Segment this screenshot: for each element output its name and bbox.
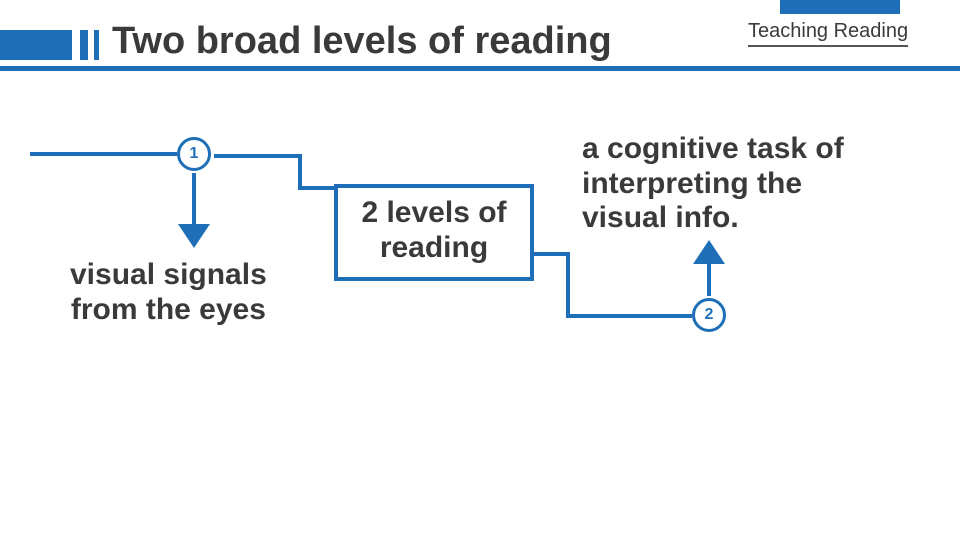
center-line2: reading: [356, 231, 512, 266]
header-thick-bar: [0, 30, 72, 60]
header-smallbar-2: [94, 30, 99, 60]
header-thin-rule: [0, 66, 960, 71]
center-box: 2 levels of reading: [334, 184, 534, 281]
topright-accent-bar: [780, 0, 900, 14]
node-2-circle: 2: [692, 298, 726, 332]
topright-label: Teaching Reading: [748, 20, 908, 47]
right-text: a cognitive task of interpreting the vis…: [582, 132, 844, 236]
left-text-line2: from the eyes: [70, 293, 267, 328]
left-text-line1: visual signals: [70, 258, 267, 293]
header-smallbar-1: [80, 30, 88, 60]
right-text-line1: a cognitive task of: [582, 132, 844, 167]
slide-stage: Two broad levels of reading Teaching Rea…: [0, 0, 960, 540]
node-1-label: 1: [190, 145, 199, 163]
left-text: visual signals from the eyes: [70, 258, 267, 327]
center-line1: 2 levels of: [356, 196, 512, 231]
node-2-label: 2: [705, 306, 714, 324]
right-text-line3: visual info.: [582, 201, 844, 236]
page-title: Two broad levels of reading: [112, 20, 612, 63]
right-text-line2: interpreting the: [582, 167, 844, 202]
node-1-circle: 1: [177, 137, 211, 171]
